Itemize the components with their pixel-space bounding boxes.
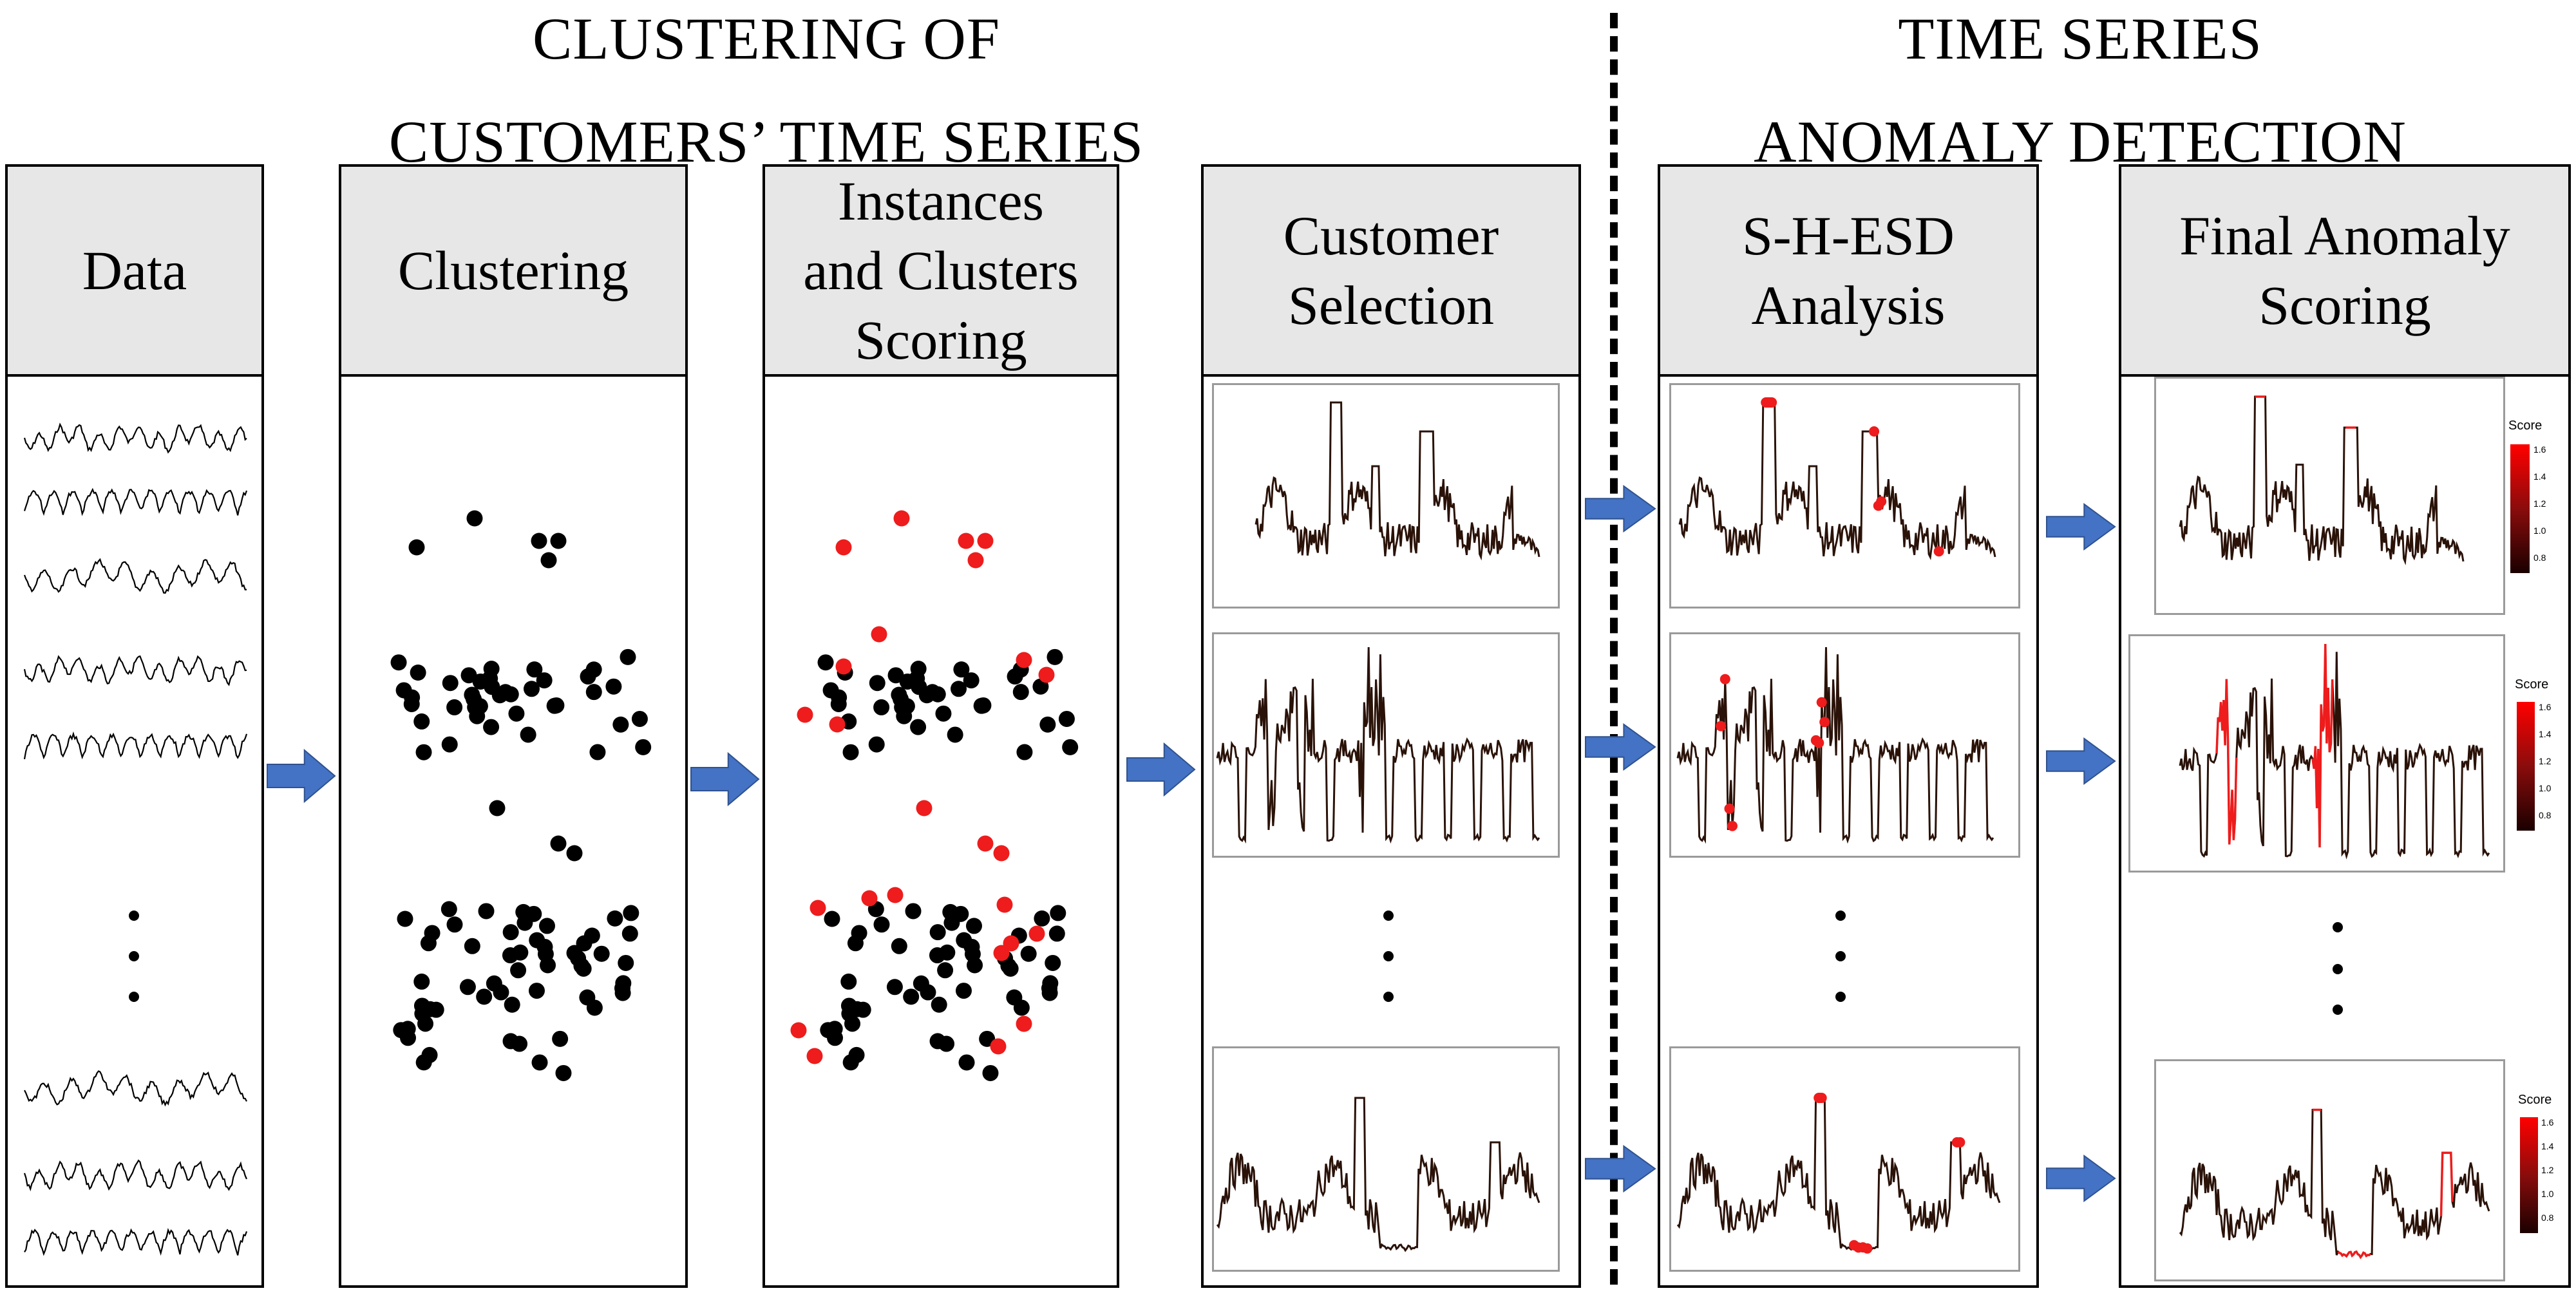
panel-clustering: Clustering	[339, 164, 688, 1288]
score-legend-1-tick: 1.6	[2533, 444, 2546, 455]
panel-shesd-title-line-1: S-H-ESD	[1742, 205, 1955, 267]
flow-arrow-icon	[2046, 1155, 2116, 1202]
panel-data-title: Data	[82, 240, 187, 301]
shesd-plot-1-frame	[1669, 383, 2020, 609]
panel-shesd-title-line-2: Analysis	[1751, 274, 1946, 336]
flow-arrow-icon	[2046, 503, 2116, 551]
section-divider	[1610, 13, 1618, 1285]
selection-plot-2-frame	[1212, 632, 1560, 858]
panel-clustering-title: Clustering	[397, 240, 629, 301]
section-title-clustering-line-2: CUSTOMERS’ TIME SERIES	[388, 109, 1144, 175]
panel-scoring: Instances and Clusters Scoring	[762, 164, 1119, 1288]
flow-arrow-icon	[267, 748, 336, 804]
score-legend-3-tick: 0.8	[2541, 1213, 2554, 1223]
selection-plot-3-frame	[1212, 1046, 1560, 1272]
score-legend-1-tick: 1.2	[2533, 498, 2546, 509]
panel-selection-title-line-2: Selection	[1287, 274, 1495, 336]
flow-arrow-icon	[1585, 485, 1656, 533]
panel-clustering-header: Clustering	[341, 167, 685, 377]
final-plot-3-frame	[2154, 1059, 2505, 1281]
section-title-clustering-line-1: CLUSTERING OF	[532, 6, 1001, 71]
flow-arrow-icon	[690, 751, 760, 807]
panel-scoring-title-line-3: Scoring	[855, 309, 1027, 371]
section-title-clustering: CLUSTERING OF CUSTOMERS’ TIME SERIES	[309, 8, 1224, 173]
selection-plot-1-frame	[1212, 383, 1560, 609]
score-legend-3-tick: 1.0	[2541, 1189, 2554, 1199]
flow-arrow-icon	[1585, 1145, 1656, 1193]
score-legend-2-colorbar	[2517, 702, 2535, 831]
section-title-anomaly-line-2: ANOMALY DETECTION	[1754, 109, 2407, 175]
score-legend-3-colorbar	[2520, 1117, 2538, 1233]
score-legend-2-tick: 1.2	[2539, 756, 2552, 766]
score-legend-1-tick: 1.0	[2533, 525, 2546, 536]
panel-selection-header: Customer Selection	[1204, 167, 1578, 377]
panel-final-title-line-2: Scoring	[2259, 274, 2431, 336]
panel-scoring-header: Instances and Clusters Scoring	[765, 167, 1117, 377]
score-legend-2-tick: 1.4	[2539, 729, 2552, 739]
panel-final-title-line-1: Final Anomaly	[2179, 205, 2510, 267]
panel-selection-title-line-1: Customer	[1283, 205, 1499, 267]
score-legend-3-tick: 1.2	[2541, 1165, 2554, 1175]
flow-arrow-icon	[1585, 723, 1656, 771]
score-legend-3-tick: 1.6	[2541, 1117, 2554, 1128]
final-plot-1-frame	[2154, 377, 2505, 615]
score-legend-2-tick: 1.6	[2539, 702, 2552, 712]
score-legend-3-tick: 1.4	[2541, 1141, 2554, 1151]
score-legend-1-title: Score	[2508, 419, 2543, 433]
score-legend-1-tick: 1.4	[2533, 471, 2546, 482]
flow-arrow-icon	[2046, 737, 2116, 785]
score-legend-2-title: Score	[2515, 677, 2549, 692]
panel-scoring-title-line-2: and Clusters	[803, 240, 1079, 301]
score-legend-3-title: Score	[2518, 1093, 2552, 1107]
score-legend-2-tick: 1.0	[2539, 783, 2552, 793]
panel-scoring-title-line-1: Instances	[838, 170, 1044, 232]
section-title-anomaly-line-1: TIME SERIES	[1898, 6, 2262, 71]
panel-data: Data	[5, 164, 264, 1288]
panel-data-header: Data	[8, 167, 261, 377]
score-legend-1-colorbar	[2510, 444, 2530, 573]
final-plot-2-frame	[2128, 634, 2505, 873]
section-title-anomaly: TIME SERIES ANOMALY DETECTION	[1662, 8, 2499, 173]
score-legend-1-tick: 0.8	[2533, 552, 2546, 563]
panel-shesd-header: S-H-ESD Analysis	[1660, 167, 2036, 377]
score-legend-2-tick: 0.8	[2539, 810, 2552, 820]
flow-arrow-icon	[1126, 742, 1196, 797]
panel-final-header: Final Anomaly Scoring	[2121, 167, 2568, 377]
shesd-plot-3-frame	[1669, 1046, 2020, 1272]
shesd-plot-2-frame	[1669, 632, 2020, 858]
